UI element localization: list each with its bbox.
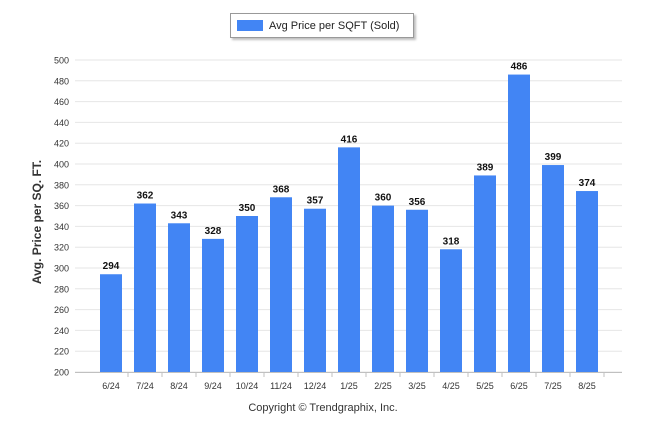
x-tick-label: 7/24 [136,381,154,391]
y-tick-label: 320 [54,243,69,253]
data-label: 328 [205,226,222,237]
x-tick-label: 8/24 [170,381,188,391]
bar [270,197,292,372]
y-tick-label: 300 [54,264,69,274]
bar [168,223,190,372]
y-tick-label: 260 [54,305,69,315]
y-tick-label: 400 [54,160,69,170]
x-tick-label: 2/25 [374,381,392,391]
data-label: 368 [273,184,290,195]
x-tick-label: 12/24 [304,381,327,391]
bar [202,238,224,372]
y-tick-label: 480 [54,76,69,86]
copyright-footer: Copyright © Trendgraphix, Inc. [248,402,398,414]
bar [304,208,326,372]
x-tick-label: 6/25 [510,381,528,391]
data-label: 416 [341,134,358,145]
data-label: 399 [545,152,562,163]
y-tick-label: 340 [54,222,69,232]
data-label: 362 [137,191,154,202]
y-tick-label: 200 [54,368,69,378]
bar [236,216,258,372]
y-tick-label: 220 [54,347,69,357]
bar [372,205,394,372]
data-label: 360 [375,193,392,204]
bar [542,165,564,372]
x-tick-label: 8/25 [578,381,596,391]
x-tick-label: 3/25 [408,381,426,391]
y-tick-label: 280 [54,284,69,294]
data-label: 350 [239,203,256,214]
y-tick-label: 380 [54,180,69,190]
bars [100,74,598,372]
bar [440,249,462,372]
x-tick-label: 10/24 [236,381,259,391]
x-tick-label: 7/25 [544,381,562,391]
y-tick-label: 440 [54,118,69,128]
axes: 200 220 240 260 280 300 320 340 360 380 400 420 440 4… [54,56,622,391]
data-label: 343 [171,210,188,221]
bar [134,203,156,372]
y-tick-label: 420 [54,139,69,149]
x-tick-label: 5/25 [476,381,494,391]
data-label: 318 [443,236,460,247]
bar [508,74,530,372]
y-tick-label: 500 [54,56,69,66]
x-tick-label: 9/24 [204,381,222,391]
bar [100,274,122,372]
data-label: 486 [511,62,528,73]
legend-swatch [237,20,263,31]
data-label: 294 [103,261,120,272]
bar [338,147,360,372]
data-labels: 294 362 343 328 350 368 357 416 360 356 318 389 486 3… [103,62,596,273]
bar [474,175,496,372]
x-tick-label: 11/24 [270,381,292,391]
x-tick-label: 1/25 [340,381,358,391]
bar [576,191,598,372]
data-label: 356 [409,197,426,208]
x-tick-label: 6/24 [102,381,120,391]
bar [406,209,428,372]
y-tick-label: 240 [54,326,69,336]
y-tick-label: 360 [54,201,69,211]
data-label: 357 [307,196,324,207]
data-label: 389 [477,162,494,173]
legend: Avg Price per SQFT (Sold) [230,13,414,38]
legend-label: Avg Price per SQFT (Sold) [269,19,400,32]
x-tick-label: 4/25 [442,381,460,391]
y-tick-label: 460 [54,97,69,107]
data-label: 374 [579,178,596,189]
